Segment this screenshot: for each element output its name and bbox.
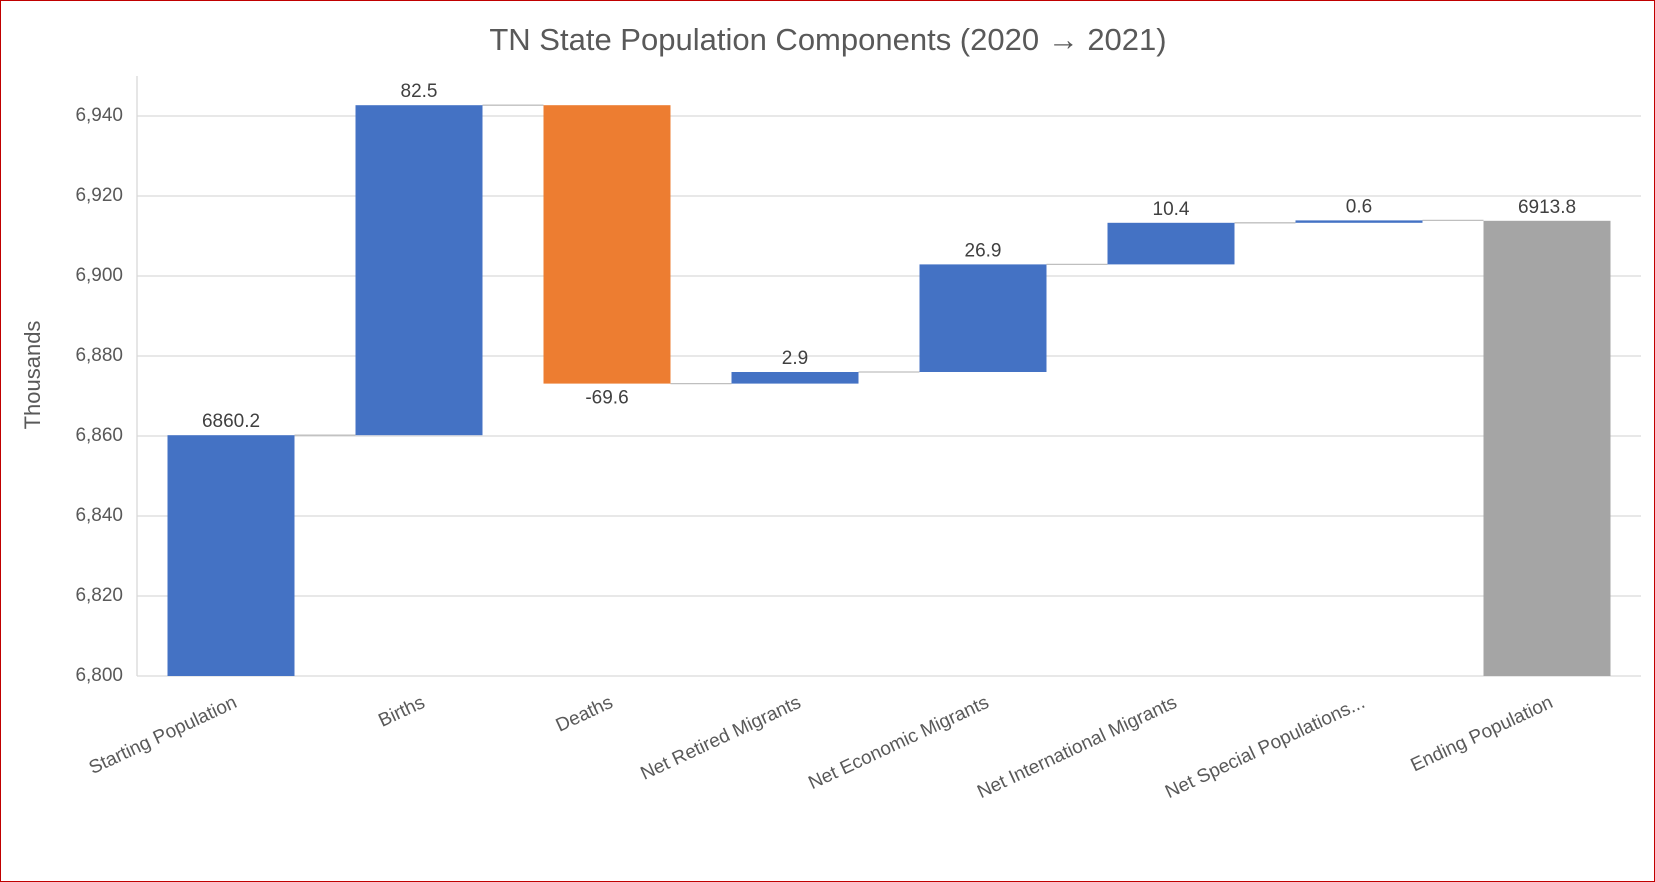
y-tick-label: 6,920 (75, 185, 123, 206)
bar (1483, 220, 1611, 677)
data-label: 6913.8 (1518, 197, 1576, 218)
data-label: 6860.2 (202, 411, 260, 432)
bar (355, 105, 483, 436)
y-tick-label: 6,840 (75, 505, 123, 526)
bar (731, 372, 859, 384)
data-label: 2.9 (782, 348, 808, 369)
y-tick-label: 6,800 (75, 665, 123, 686)
bar (1295, 220, 1423, 223)
bar (919, 264, 1047, 372)
chart-title: TN State Population Components (2020 → 2… (489, 22, 1166, 57)
data-label: 0.6 (1346, 196, 1372, 217)
y-tick-label: 6,820 (75, 585, 123, 606)
y-tick-label: 6,940 (75, 105, 123, 126)
bar (167, 435, 295, 676)
data-label: 82.5 (401, 81, 438, 102)
data-label: 26.9 (965, 240, 1002, 261)
y-axis-label: Thousands (20, 321, 45, 430)
bar (543, 105, 671, 384)
y-tick-label: 6,900 (75, 265, 123, 286)
data-label: -69.6 (585, 388, 628, 409)
data-label: 10.4 (1153, 199, 1190, 220)
y-tick-label: 6,860 (75, 425, 123, 446)
bar (1107, 222, 1235, 265)
y-tick-label: 6,880 (75, 345, 123, 366)
